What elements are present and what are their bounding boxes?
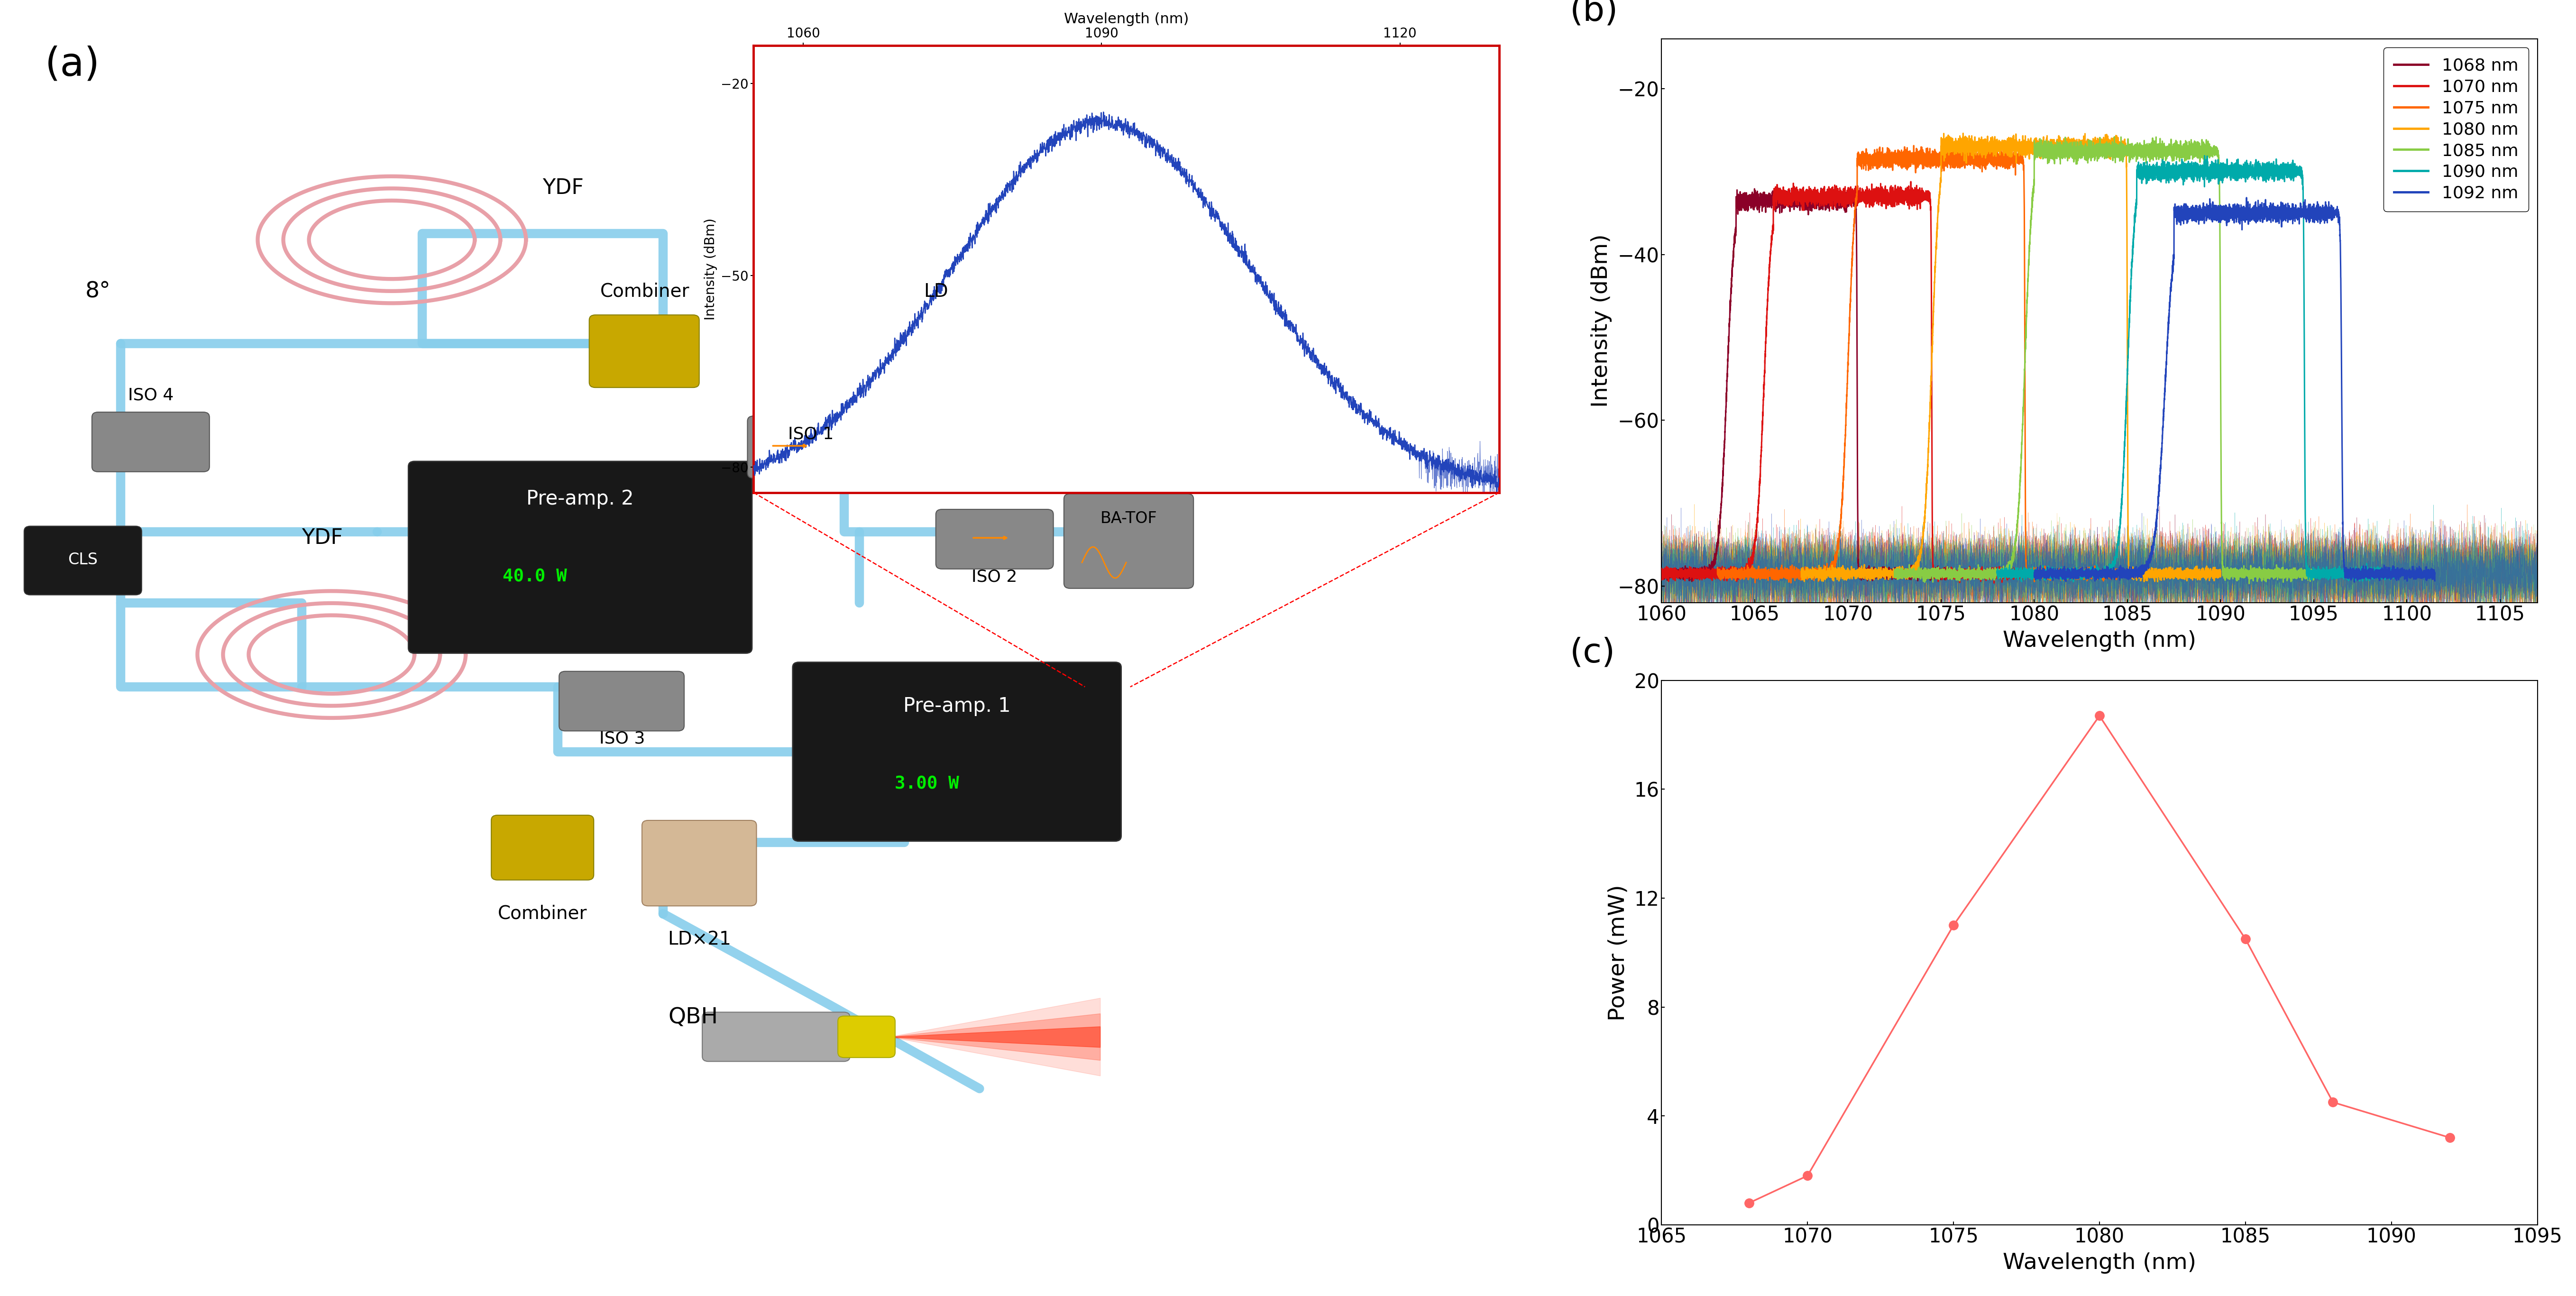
FancyBboxPatch shape: [935, 509, 1054, 569]
Text: LD: LD: [925, 283, 948, 301]
FancyBboxPatch shape: [793, 662, 1121, 841]
Text: (b): (b): [1569, 0, 1618, 27]
FancyBboxPatch shape: [1064, 494, 1193, 588]
FancyBboxPatch shape: [23, 526, 142, 595]
Legend: 1068 nm, 1070 nm, 1075 nm, 1080 nm, 1085 nm, 1090 nm, 1092 nm: 1068 nm, 1070 nm, 1075 nm, 1080 nm, 1085…: [2383, 48, 2530, 211]
X-axis label: Wavelength (nm): Wavelength (nm): [2002, 630, 2197, 652]
FancyBboxPatch shape: [703, 1012, 850, 1061]
Text: Pre-amp. 2: Pre-amp. 2: [526, 489, 634, 509]
FancyBboxPatch shape: [641, 820, 757, 906]
Text: Pre-amp. 1: Pre-amp. 1: [904, 696, 1010, 717]
Y-axis label: Intensity (dBm): Intensity (dBm): [1592, 235, 1613, 407]
Text: ISO 2: ISO 2: [971, 569, 1018, 584]
FancyBboxPatch shape: [747, 416, 873, 478]
FancyBboxPatch shape: [876, 312, 997, 388]
Text: ISO 1: ISO 1: [788, 426, 835, 442]
Text: LD×21: LD×21: [667, 931, 732, 949]
FancyBboxPatch shape: [559, 671, 685, 731]
Text: ISO 4: ISO 4: [129, 388, 173, 403]
FancyBboxPatch shape: [590, 315, 698, 388]
Text: (a): (a): [46, 45, 100, 84]
Y-axis label: Power (mW): Power (mW): [1607, 884, 1628, 1021]
Text: YDF: YDF: [301, 527, 343, 548]
Text: ISO 3: ISO 3: [600, 731, 644, 746]
FancyBboxPatch shape: [93, 412, 209, 472]
Text: Combiner: Combiner: [600, 283, 690, 301]
FancyBboxPatch shape: [410, 461, 752, 653]
FancyBboxPatch shape: [837, 1016, 894, 1058]
FancyBboxPatch shape: [492, 815, 592, 880]
Text: Combiner: Combiner: [497, 905, 587, 923]
Text: 3.00 W: 3.00 W: [894, 775, 958, 793]
Text: (c): (c): [1569, 636, 1615, 670]
X-axis label: Wavelength (nm): Wavelength (nm): [2002, 1252, 2197, 1274]
Text: YDF: YDF: [544, 178, 585, 198]
Text: 8°: 8°: [85, 281, 111, 302]
Text: BA-TOF: BA-TOF: [1100, 511, 1157, 526]
Text: CLS: CLS: [67, 552, 98, 568]
Text: QBH: QBH: [667, 1007, 719, 1028]
Text: 40.0 W: 40.0 W: [502, 568, 567, 586]
